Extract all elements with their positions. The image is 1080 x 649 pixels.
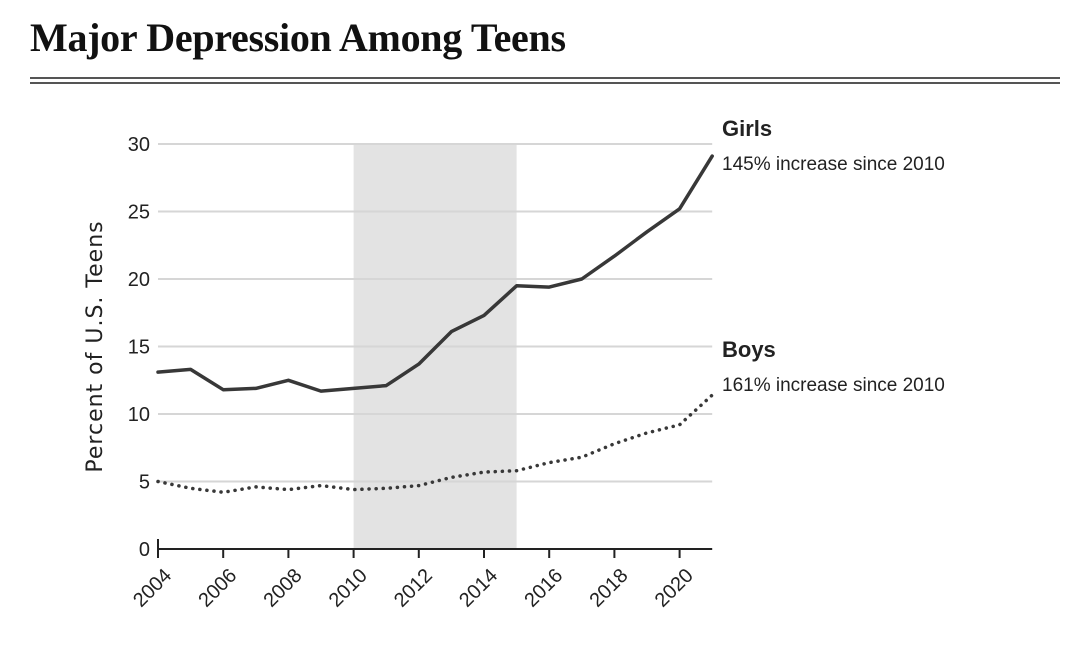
title-divider-top	[30, 77, 1060, 79]
x-tick-label: 2006	[194, 565, 241, 612]
y-axis-tick-labels: 0 5 10 15 20 25 30	[128, 134, 150, 561]
y-tick-label: 0	[139, 539, 150, 561]
y-tick-label: 20	[128, 269, 150, 291]
y-tick-label: 25	[128, 202, 150, 224]
title-divider-bottom	[30, 82, 1060, 84]
x-tick-label: 2012	[390, 565, 437, 612]
x-tick-label: 2004	[129, 565, 176, 612]
series-line-girls	[156, 154, 714, 393]
x-tick-label: 2016	[520, 565, 567, 612]
x-tick-label: 2018	[586, 565, 633, 612]
x-tick-label: 2010	[325, 565, 372, 612]
series-lines	[156, 154, 714, 495]
page-title: Major Depression Among Teens	[30, 15, 566, 60]
x-tick-label: 2008	[260, 565, 307, 612]
x-tick-label: 2014	[455, 565, 502, 612]
y-tick-label: 30	[128, 134, 150, 156]
series-name-boys: Boys	[722, 337, 776, 362]
series-annotation-boys: 161% increase since 2010	[722, 375, 945, 396]
gridlines	[158, 143, 713, 483]
series-annotations: Girls 145% increase since 2010 Boys 161% in…	[722, 116, 945, 396]
y-tick-label: 10	[128, 404, 150, 426]
series-name-girls: Girls	[722, 116, 772, 141]
y-tick-label: 5	[139, 472, 150, 494]
y-tick-label: 15	[128, 337, 150, 359]
y-axis-label: Percent of U.S. Teens	[83, 220, 108, 472]
series-annotation-girls: 145% increase since 2010	[722, 154, 945, 175]
series-line-boys	[156, 393, 714, 495]
x-axis: 2004 2006 2008 2010 2012 2014 2016 2018 2020	[129, 539, 713, 612]
x-tick-label: 2020	[651, 565, 698, 612]
